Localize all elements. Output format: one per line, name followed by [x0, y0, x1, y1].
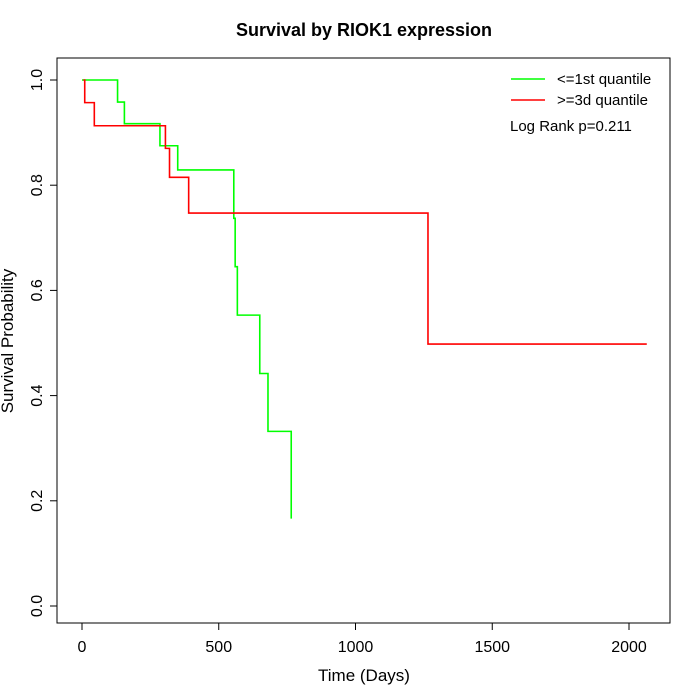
x-tick-label: 500	[205, 639, 232, 656]
x-axis-title: Time (Days)	[318, 666, 410, 685]
y-axis-title: Survival Probability	[0, 268, 17, 413]
series-line-high-quantile	[83, 79, 647, 345]
x-tick-label: 1500	[474, 639, 510, 656]
legend-label-low: <=1st quantile	[557, 71, 651, 88]
x-axis: 0 500 1000 1500 2000	[78, 623, 647, 656]
x-tick-label: 0	[78, 639, 87, 656]
x-tick-label: 1000	[338, 639, 374, 656]
legend-label-high: >=3d quantile	[557, 92, 648, 109]
y-tick-label: 1.0	[29, 69, 46, 91]
log-rank-annotation: Log Rank p=0.211	[510, 118, 632, 135]
series-line-low-quantile	[82, 79, 293, 519]
legend: <=1st quantile >=3d quantile Log Rank p=…	[510, 71, 651, 135]
plot-frame	[56, 57, 671, 624]
y-tick-label: 0.6	[29, 279, 46, 301]
chart-title: Survival by RIOK1 expression	[236, 20, 492, 40]
y-tick-label: 0.2	[29, 490, 46, 512]
y-axis: 0.0 0.2 0.4 0.6 0.8 1.0	[29, 69, 57, 617]
y-tick-label: 0.0	[29, 595, 46, 617]
y-tick-label: 0.4	[29, 384, 46, 406]
series-layer	[82, 79, 647, 519]
x-tick-label: 2000	[611, 639, 647, 656]
y-tick-label: 0.8	[29, 174, 46, 196]
